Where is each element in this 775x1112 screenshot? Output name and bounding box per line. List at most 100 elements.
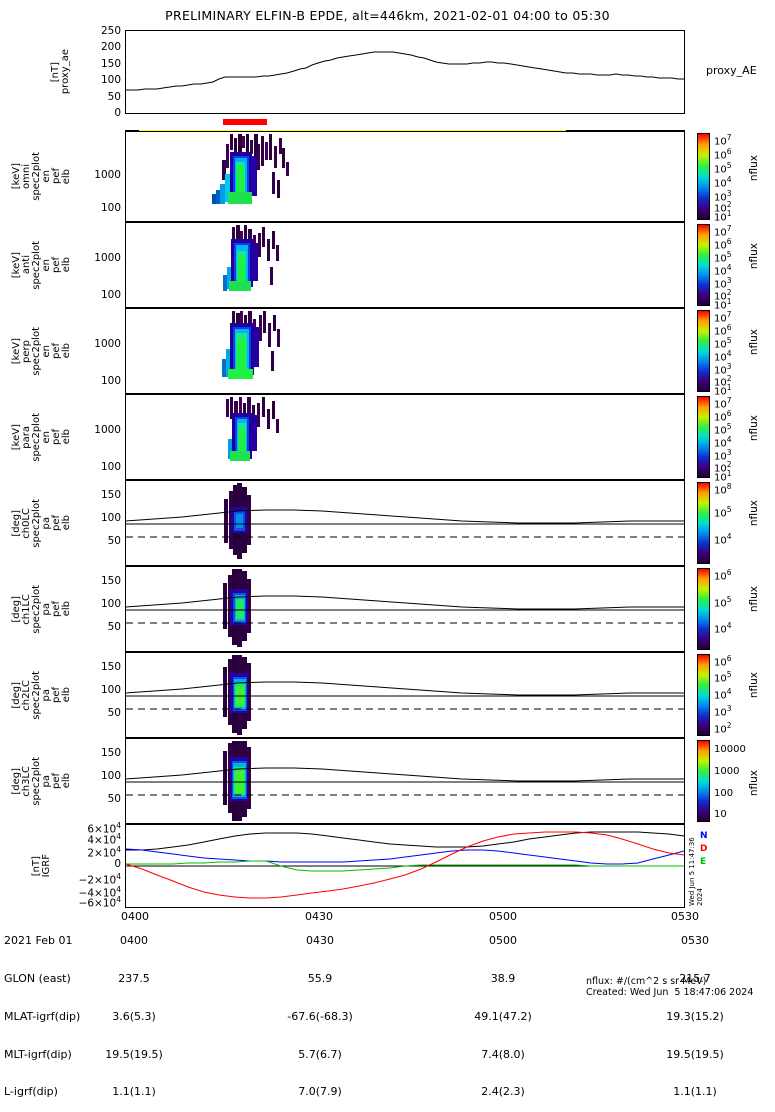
- en-omni-ylabel-3: spec2plot: [31, 152, 42, 201]
- footer-0500-l: 2.4(2.3): [481, 1085, 525, 1099]
- colorbar-pa-ch2LC: [697, 654, 710, 736]
- cbtick-omni-3: 105: [714, 161, 732, 176]
- en-anti-ylabel: elb pef en spec2plot anti [keV]: [10, 222, 74, 308]
- footer-0430-glon: 55.9: [307, 971, 333, 985]
- footer-0400-mlt: 19.5(19.5): [105, 1047, 163, 1061]
- proxy-ae-ytick-200: 200: [100, 41, 121, 53]
- footer-0400-mlat: 3.6(5.3): [112, 1009, 156, 1023]
- en-omni-ylabel-1: pef: [51, 168, 62, 185]
- cbtick-omni-1: 107: [714, 133, 732, 148]
- proxy-ae-ylabel: proxy_ae [nT]: [48, 30, 74, 114]
- pa-ch0lc-ytick-100: 100: [100, 512, 121, 524]
- pa-ch2lc-ylabel-3: spec2plot: [31, 670, 42, 720]
- igrf-ytick-2e4: 2×104: [87, 845, 121, 860]
- en-anti-ylabel-1: pef: [51, 256, 62, 274]
- footer-0430-mlat: -67.6(-68.3): [287, 1009, 353, 1023]
- footer-0530-mlat: 19.3(15.2): [666, 1009, 724, 1023]
- en-para-ylabel-2: en: [41, 430, 52, 444]
- spec-ch0lc-data: [126, 483, 684, 559]
- pa-ch1lc-ytick-50: 50: [107, 621, 121, 633]
- cbtick-perp-3: 105: [714, 336, 732, 351]
- pa-ch0lc-ylabel-4: ch0LC: [21, 507, 32, 539]
- igrf-traces: [126, 831, 684, 899]
- pa-ch3lc-ylabel-2: pa: [41, 774, 52, 788]
- en-anti-ylabel-2: en: [41, 258, 52, 272]
- cbtick-omni-4: 104: [714, 175, 732, 190]
- spec-perp-data: [222, 311, 280, 379]
- cbtick-perp-5: 103: [714, 362, 732, 377]
- footer-label-glon: GLON (east): [4, 971, 71, 985]
- pa-ch1lc-ytick-100: 100: [100, 598, 121, 610]
- cbtick-para-3: 105: [714, 422, 732, 437]
- footer-label-date: 2021 Feb 01: [4, 934, 73, 948]
- footer-0530-l: 1.1(1.1): [673, 1085, 717, 1099]
- cbtick-ch2lc-5: 102: [714, 721, 732, 736]
- pa-ch2lc-ytick-50: 50: [107, 707, 121, 719]
- cbtick-omni-7: 101: [714, 209, 732, 224]
- pa-ch3lc-ylabel-3: spec2plot: [31, 756, 42, 806]
- pa-ch0lc-ylabel-2: pa: [41, 516, 52, 530]
- cbtick-omni-6: 102: [714, 200, 732, 215]
- footer-col-0530: 0530 215.7 19.3(15.2) 19.5(19.5) 1.1(1.1…: [625, 910, 765, 1112]
- en-para-ylabel-4: para: [21, 425, 32, 449]
- red-interval-marker: [223, 119, 267, 125]
- cbtick-perp-1: 107: [714, 310, 732, 325]
- pa-ch3lc-ylabel-5: [deg]: [11, 767, 22, 795]
- panel-en-omni: [125, 131, 685, 222]
- cbtick-para-6: 102: [714, 460, 732, 475]
- en-anti-ylabel-4: anti: [21, 255, 32, 275]
- igrf-ytick-4e4: 4×104: [87, 832, 121, 847]
- xtick-0530: 0530: [671, 910, 699, 923]
- en-omni-ylabel-5: [keV]: [11, 163, 22, 190]
- cblabel-ch2lc: nflux: [748, 672, 760, 699]
- en-para-ylabel: elb pef en spec2plot para [keV]: [10, 394, 74, 480]
- igrf-legend-N: N: [700, 831, 708, 841]
- proxy-ae-ytick-150: 150: [100, 58, 121, 70]
- en-anti-ytick-100: 100: [100, 289, 121, 301]
- en-perp-ylabel-4: perp: [21, 339, 32, 363]
- footer-0430-time: 0430: [306, 934, 334, 948]
- cbtick-ch1lc-1: 106: [714, 568, 732, 583]
- pa-ch1lc-ylabel-5: [deg]: [11, 595, 22, 623]
- pa-ch1lc-ylabel: elb pef pa spec2plot ch1LC [deg]: [10, 566, 74, 652]
- pa-ch0lc-ytick-50: 50: [107, 535, 121, 547]
- footer-0430-mlt: 5.7(6.7): [298, 1047, 342, 1061]
- proxy-ae-ytick-50: 50: [107, 91, 121, 103]
- footer-0530-mlt: 19.5(19.5): [666, 1047, 724, 1061]
- cbtick-ch3lc-1: 10000: [714, 744, 746, 755]
- en-para-ylabel-1: pef: [51, 428, 62, 446]
- footer-label-mlt: MLT-igrf(dip): [4, 1047, 72, 1061]
- colorbar-en-omni: [697, 133, 710, 220]
- panel-en-anti: [125, 222, 685, 308]
- cbtick-ch0lc-1: 108: [714, 482, 732, 497]
- pa-ch3lc-ylabel-4: ch3LC: [21, 765, 32, 797]
- pa-ch3lc-ytick-50: 50: [107, 793, 121, 805]
- footer-0530-glon: 215.7: [679, 971, 711, 985]
- footer-0400-glon: 237.5: [118, 971, 150, 985]
- igrf-created-vertical: Wed Jun 5 11:47:36 2024: [688, 837, 704, 906]
- footer-0400-l: 1.1(1.1): [112, 1085, 156, 1099]
- footer-0500-mlt: 7.4(8.0): [481, 1047, 525, 1061]
- pa-ch1lc-ylabel-2: pa: [41, 602, 52, 616]
- igrf-ytick-m4e4: −4×104: [78, 885, 121, 900]
- cbtick-anti-2: 106: [714, 237, 732, 252]
- pa-ch3lc-ytick-100: 100: [100, 770, 121, 782]
- cbtick-omni-5: 103: [714, 189, 732, 204]
- footer-label-l: L-igrf(dip): [4, 1085, 58, 1099]
- pa-ch1lc-ylabel-4: ch1LC: [21, 593, 32, 625]
- en-omni-ylabel-4: omni: [21, 164, 32, 189]
- proxy-ae-ytick-0: 0: [114, 107, 121, 119]
- igrf-legend-D: D: [700, 844, 708, 854]
- en-omni-ylabel-0: elb: [61, 168, 72, 185]
- cbtick-para-5: 103: [714, 448, 732, 463]
- en-perp-ylabel-2: en: [41, 344, 52, 358]
- cblabel-anti: nflux: [748, 243, 760, 270]
- en-omni-ytick-100: 100: [100, 202, 121, 214]
- en-perp-ylabel: elb pef en spec2plot perp [keV]: [10, 308, 74, 394]
- page-title: PRELIMINARY ELFIN-B EPDE, alt=446km, 202…: [165, 8, 610, 23]
- xtick-0430: 0430: [305, 910, 333, 923]
- cbtick-para-1: 107: [714, 396, 732, 411]
- cbtick-anti-5: 103: [714, 276, 732, 291]
- spec-anti-data: [223, 225, 279, 291]
- footer-0500-time: 0500: [489, 934, 517, 948]
